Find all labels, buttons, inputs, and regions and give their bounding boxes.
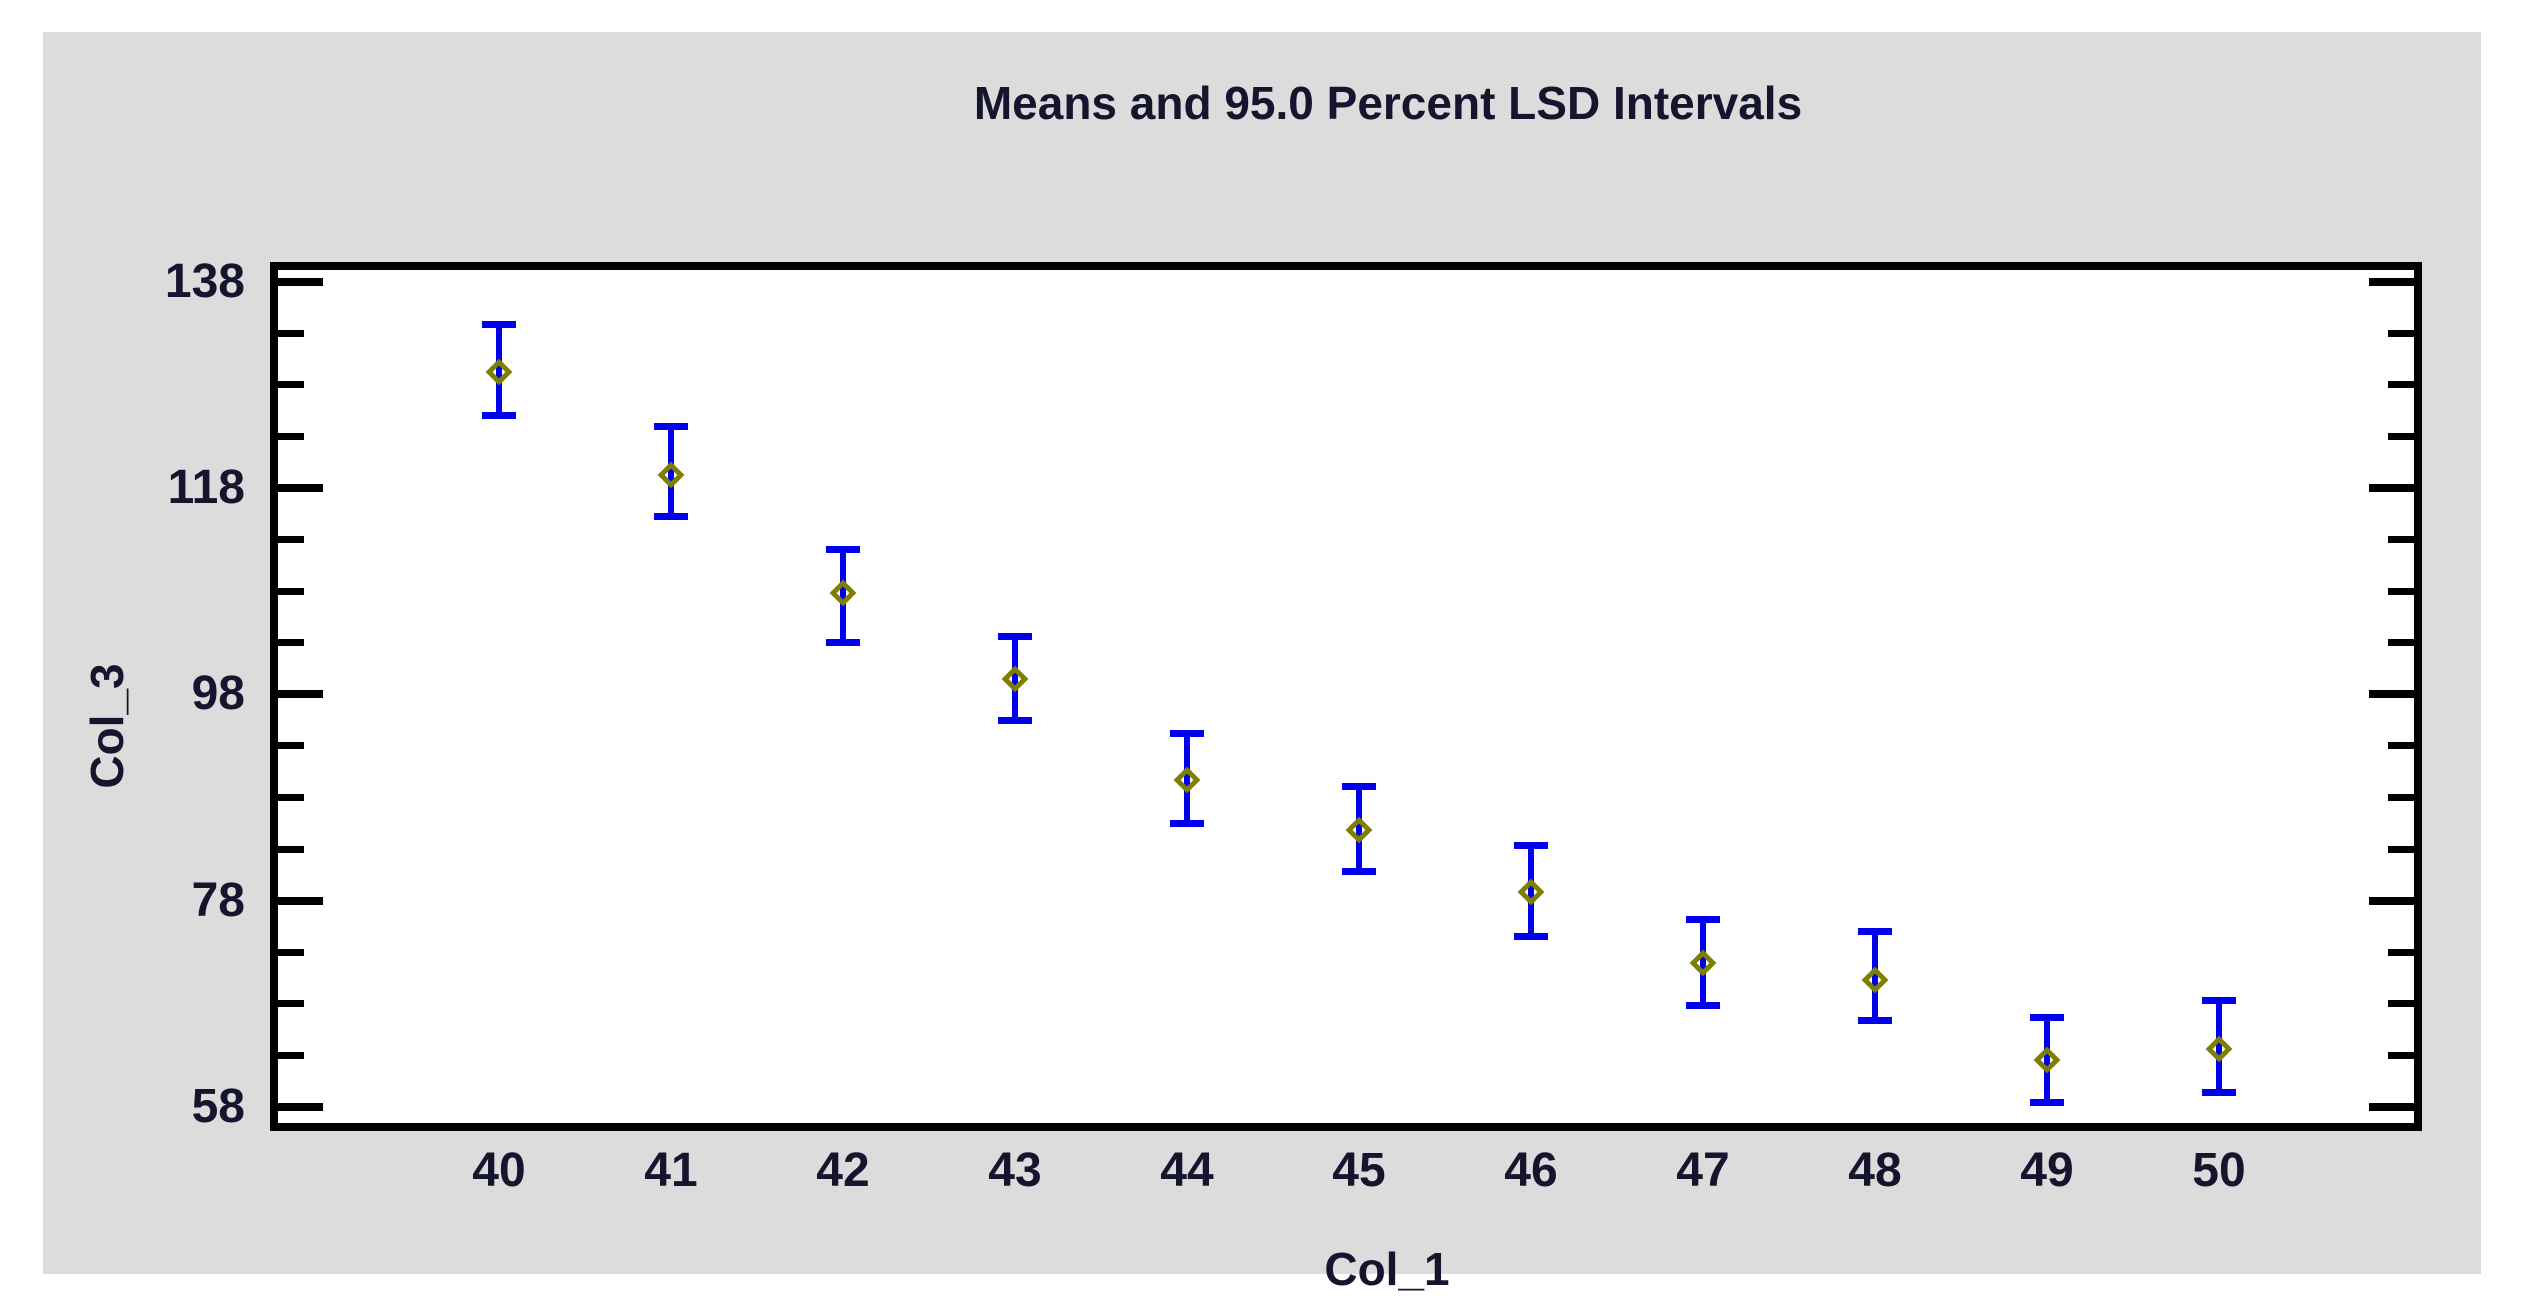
mean-marker — [485, 358, 513, 385]
y-axis-left-tick — [278, 381, 304, 389]
error-bar-bottom-cap — [2202, 1088, 2236, 1096]
x-tick-label: 42 — [816, 1144, 870, 1197]
y-axis-left-tick — [278, 794, 304, 802]
x-tick-label: 41 — [644, 1144, 698, 1197]
error-bar-bottom-cap — [2030, 1098, 2064, 1106]
y-axis-left-tick — [278, 1051, 304, 1059]
y-axis-right-tick — [2388, 639, 2414, 647]
mean-marker — [1173, 766, 1201, 794]
y-axis-right-tick — [2369, 277, 2414, 286]
y-axis-right-tick — [2369, 484, 2414, 493]
mean-marker — [1345, 816, 1373, 843]
y-axis-left-tick — [278, 1000, 304, 1008]
x-tick-label: 49 — [2020, 1144, 2074, 1197]
x-tick-label: 44 — [1160, 1144, 1214, 1197]
mean-marker — [1861, 966, 1889, 994]
mean-marker — [2033, 1046, 2061, 1073]
x-tick-label: 48 — [1848, 1144, 1902, 1197]
y-axis-left-tick — [278, 587, 304, 595]
chart-title: Means and 95.0 Percent LSD Intervals — [973, 77, 1803, 129]
mean-marker — [1517, 879, 1545, 906]
error-bar-line — [668, 426, 674, 517]
error-bar-top-cap — [1686, 916, 1720, 924]
y-axis-left-tick — [278, 329, 304, 337]
mean-marker — [829, 579, 857, 607]
y-axis-right-tick — [2388, 536, 2414, 544]
error-bar-top-cap — [1342, 783, 1376, 791]
x-tick-label: 43 — [988, 1144, 1042, 1197]
error-bar-bottom-cap — [482, 411, 516, 419]
error-bar-bottom-cap — [1170, 820, 1204, 828]
y-tick-label: 98 — [191, 667, 245, 721]
x-tick-label: 46 — [1504, 1144, 1558, 1197]
y-axis-left-tick — [278, 277, 323, 286]
x-tick-label: 45 — [1332, 1144, 1386, 1197]
error-bar-line — [1872, 930, 1878, 1022]
y-axis-left-tick — [278, 845, 304, 853]
mean-marker — [1001, 665, 1029, 693]
y-tick-label: 58 — [191, 1080, 245, 1133]
y-axis-left-tick — [278, 690, 323, 699]
y-tick-label: 138 — [164, 254, 245, 308]
y-axis-right-tick — [2388, 742, 2414, 750]
y-axis-right-tick — [2388, 587, 2414, 595]
mean-marker — [2205, 1035, 2233, 1063]
y-axis-left-tick — [278, 484, 323, 493]
y-axis-left-tick — [278, 896, 323, 905]
error-bar-line — [1012, 635, 1018, 722]
error-bar-top-cap — [2030, 1014, 2064, 1022]
x-tick-label: 40 — [472, 1144, 526, 1197]
y-axis-right-tick — [2388, 845, 2414, 853]
plot-area — [270, 262, 2422, 1131]
y-tick-label: 118 — [167, 461, 245, 515]
y-axis-left-tick — [278, 433, 304, 441]
error-bar-bottom-cap — [1686, 1001, 1720, 1009]
error-bar-top-cap — [1514, 841, 1548, 849]
y-axis-left-tick — [278, 639, 304, 647]
error-bar-bottom-cap — [998, 717, 1032, 725]
error-bar-top-cap — [1170, 729, 1204, 737]
error-bar-bottom-cap — [826, 638, 860, 646]
y-axis-right-tick — [2388, 1051, 2414, 1059]
error-bar-top-cap — [998, 632, 1032, 640]
error-bar-top-cap — [826, 545, 860, 553]
y-axis-right-tick — [2388, 433, 2414, 441]
error-bar-line — [1356, 786, 1362, 872]
error-bar-line — [1528, 844, 1534, 937]
y-tick-label: 78 — [191, 873, 245, 927]
x-tick-label: 50 — [2192, 1144, 2246, 1197]
x-tick-label: 47 — [1676, 1144, 1730, 1197]
error-bar-line — [840, 548, 846, 643]
error-bar-line — [1184, 732, 1190, 825]
y-axis-left-tick — [278, 1103, 323, 1111]
y-axis-right-tick — [2388, 948, 2414, 956]
y-axis-left-tick — [278, 948, 304, 956]
y-axis-right-tick — [2388, 1000, 2414, 1008]
y-axis-right-tick — [2388, 329, 2414, 337]
error-bar-bottom-cap — [1858, 1017, 1892, 1025]
error-bar-top-cap — [1858, 927, 1892, 935]
error-bar-line — [496, 324, 502, 416]
y-axis-right-tick — [2369, 690, 2414, 699]
mean-marker — [657, 461, 685, 489]
y-axis-right-tick — [2388, 794, 2414, 802]
error-bar-line — [2044, 1017, 2050, 1103]
mean-marker — [1689, 949, 1717, 977]
y-axis-right-tick — [2369, 1103, 2414, 1111]
error-bar-bottom-cap — [1342, 867, 1376, 875]
y-axis-left-tick — [278, 536, 304, 544]
error-bar-line — [1700, 919, 1706, 1006]
x-axis-title: Col_1 — [1324, 1243, 1450, 1295]
error-bar-top-cap — [482, 321, 516, 329]
error-bar-top-cap — [2202, 996, 2236, 1004]
error-bar-line — [2216, 999, 2222, 1093]
y-axis-right-tick — [2388, 381, 2414, 389]
y-axis-right-tick — [2369, 896, 2414, 905]
error-bar-bottom-cap — [1514, 932, 1548, 940]
error-bar-bottom-cap — [654, 512, 688, 520]
error-bar-top-cap — [654, 423, 688, 431]
y-axis-left-tick — [278, 742, 304, 750]
